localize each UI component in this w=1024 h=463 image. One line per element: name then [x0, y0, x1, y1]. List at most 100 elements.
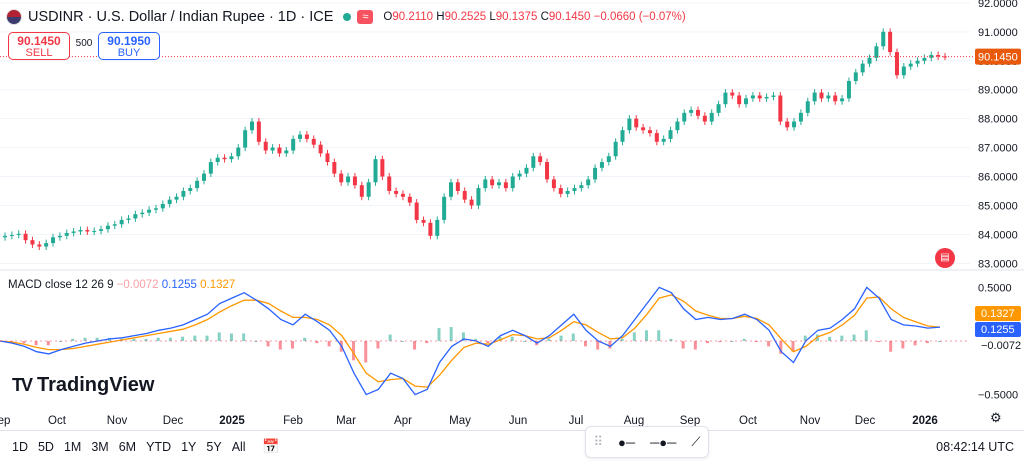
candle-body [634, 118, 639, 128]
candle-body [744, 98, 749, 105]
candle-body [510, 176, 515, 189]
candle-body [311, 138, 316, 145]
candle-body [229, 156, 234, 160]
candle-body [888, 31, 893, 53]
range-ytd[interactable]: YTD [146, 440, 172, 454]
goto-date-calendar-icon[interactable]: 📅 [262, 438, 280, 454]
candle-body [723, 92, 728, 105]
event-flag-icon[interactable]: ▤ [935, 248, 955, 268]
candle-body [140, 212, 145, 215]
candle-body [181, 190, 186, 197]
candle-body [44, 243, 49, 247]
price-axis-label: 83.0000 [978, 258, 1018, 270]
macd-histogram-bar [242, 333, 246, 341]
range-3m[interactable]: 3M [91, 440, 109, 454]
macd-histogram-bar [315, 341, 319, 344]
candle-body [867, 57, 872, 64]
ray-tool-icon[interactable]: ●─ [618, 434, 636, 450]
range-all[interactable]: All [231, 440, 246, 454]
candle-body [57, 235, 62, 238]
candle-body [929, 54, 934, 58]
candle-body [586, 179, 591, 186]
symbol-title[interactable]: USDINR · U.S. Dollar / Indian Rupee · 1D… [28, 9, 334, 25]
candle-body [85, 230, 90, 232]
tradingview-mark-icon: TV [12, 375, 33, 395]
trend-line-tool-icon[interactable]: ⟋ [691, 434, 701, 449]
range-6m[interactable]: 6M [118, 440, 137, 454]
time-axis-label: Sep [680, 415, 700, 427]
macd-histogram-bar [254, 341, 258, 342]
macd-signal-line [0, 294, 941, 388]
candle-body [256, 121, 261, 142]
macd-legend[interactable]: MACD close 12 26 9 −0.0072 0.1255 0.1327 [8, 279, 236, 291]
candle-body [737, 95, 742, 105]
macd-value-tag [975, 322, 1021, 337]
macd-histogram-bar [938, 341, 941, 342]
macd-histogram-bar [144, 338, 148, 341]
candle-body [243, 130, 248, 148]
horizontal-line-tool-icon[interactable]: ─●─ [650, 434, 677, 450]
candle-body [668, 130, 673, 139]
drag-handle-icon[interactable]: ⠿ [593, 434, 604, 449]
macd-histogram-bar [22, 341, 26, 344]
range-1y[interactable]: 1Y [181, 440, 197, 454]
time-axis-label: Nov [107, 415, 128, 427]
macd-histogram-bar [693, 341, 697, 350]
candle-body [64, 232, 69, 236]
candle-body [153, 208, 158, 210]
candle-body [400, 193, 405, 197]
macd-histogram-bar [168, 337, 172, 341]
time-axis-label: Aug [624, 415, 644, 427]
macd-histogram-bar [278, 341, 282, 350]
candle-body [147, 209, 152, 213]
candle-body [215, 157, 220, 163]
range-1d[interactable]: 1D [12, 440, 28, 454]
macd-histogram-bar [925, 341, 929, 344]
macd-histogram-bar [596, 341, 600, 350]
candle-body [78, 230, 83, 232]
macd-histogram-bar [852, 334, 856, 341]
buy-button[interactable]: 90.1950 BUY [98, 32, 160, 60]
macd-histogram-bar [83, 337, 87, 341]
candle-body [593, 167, 598, 180]
range-5y[interactable]: 5Y [206, 440, 222, 454]
range-5d[interactable]: 5D [37, 440, 54, 454]
candle-body [188, 188, 193, 191]
candle-body [421, 219, 426, 223]
candle-body [792, 121, 797, 128]
indicator-toggle-icon[interactable]: ≈ [357, 10, 374, 24]
macd-histogram-bar [364, 341, 368, 363]
candle-body [647, 130, 652, 134]
candle-body [325, 153, 330, 163]
range-1m[interactable]: 1M [63, 440, 82, 454]
candle-body [455, 182, 460, 191]
settings-gear-icon[interactable]: ⚙ [990, 410, 1002, 425]
chart-header: USDINR · U.S. Dollar / Indian Rupee · 1D… [6, 6, 686, 28]
candle-body [201, 173, 206, 181]
candle-body [407, 196, 412, 203]
macd-value-label: −0.0072 [981, 340, 1021, 352]
spread-value: 500 [75, 38, 93, 49]
macd-histogram-bar [425, 341, 429, 344]
macd-histogram-bar [840, 335, 844, 341]
time-axis-label: Jul [569, 415, 584, 427]
market-status-dot-icon [343, 13, 352, 21]
candle-body [805, 101, 810, 113]
macd-histogram-bar [290, 341, 294, 349]
candle-body [812, 92, 817, 102]
macd-histogram-bar [657, 330, 661, 341]
macd-histogram-bar [95, 337, 99, 341]
macd-histogram-bar [718, 341, 722, 343]
sell-button[interactable]: 90.1450 SELL [8, 32, 70, 60]
candle-body [263, 141, 268, 151]
candle-body [380, 159, 385, 177]
macd-histogram-bar [449, 327, 453, 341]
price-axis-label: 86.0000 [978, 172, 1018, 184]
candle-body [833, 95, 838, 102]
candle-body [469, 199, 474, 206]
candle-body [92, 230, 97, 232]
candle-body [332, 162, 337, 174]
candle-body [641, 127, 646, 131]
utc-clock[interactable]: 08:42:14 UTC [936, 440, 1014, 454]
